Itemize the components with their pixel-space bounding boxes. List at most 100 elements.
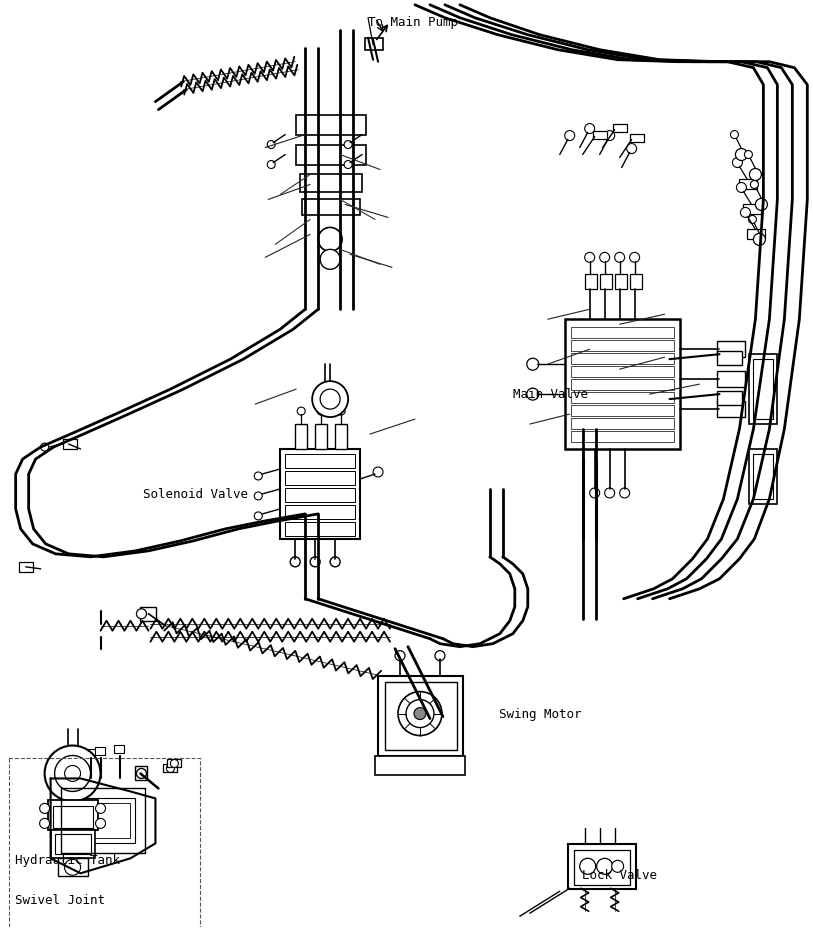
Bar: [48, 801, 98, 831]
Bar: [717, 402, 746, 418]
Circle shape: [267, 161, 276, 169]
Circle shape: [754, 234, 765, 246]
Circle shape: [755, 200, 767, 212]
Bar: [717, 342, 746, 358]
Circle shape: [167, 765, 175, 773]
Bar: [750, 354, 777, 425]
Bar: [285, 471, 355, 485]
Bar: [295, 425, 307, 449]
Circle shape: [733, 159, 742, 168]
Bar: [136, 767, 147, 780]
Bar: [613, 124, 627, 133]
Circle shape: [605, 132, 615, 141]
Bar: [750, 449, 777, 505]
Circle shape: [96, 804, 106, 814]
Circle shape: [317, 407, 325, 416]
Circle shape: [600, 253, 610, 263]
Bar: [571, 432, 673, 443]
Text: To Main Pump: To Main Pump: [368, 16, 458, 29]
Text: Swivel Joint: Swivel Joint: [15, 894, 105, 907]
Bar: [571, 380, 673, 391]
Circle shape: [398, 692, 442, 736]
Circle shape: [254, 493, 263, 500]
Bar: [571, 328, 673, 339]
Circle shape: [41, 444, 49, 452]
Bar: [94, 747, 105, 754]
Bar: [71, 799, 136, 844]
Bar: [571, 393, 673, 404]
Circle shape: [629, 253, 640, 263]
Circle shape: [565, 132, 575, 141]
Bar: [335, 425, 347, 449]
Circle shape: [741, 208, 750, 218]
Circle shape: [344, 141, 352, 149]
Bar: [754, 360, 773, 419]
Circle shape: [597, 858, 613, 874]
Circle shape: [320, 390, 340, 409]
Circle shape: [527, 359, 539, 371]
Circle shape: [137, 609, 146, 619]
Circle shape: [737, 184, 746, 193]
Circle shape: [311, 557, 320, 567]
Circle shape: [171, 760, 178, 767]
Bar: [302, 200, 360, 216]
Text: Main Valve: Main Valve: [513, 388, 588, 401]
Circle shape: [589, 488, 600, 498]
Bar: [593, 132, 606, 139]
Bar: [629, 275, 641, 290]
Circle shape: [45, 746, 101, 802]
Circle shape: [615, 253, 624, 263]
Bar: [600, 275, 611, 290]
Circle shape: [330, 557, 340, 567]
Circle shape: [64, 766, 80, 781]
Circle shape: [373, 468, 383, 478]
Bar: [54, 834, 90, 855]
Circle shape: [527, 389, 539, 401]
Bar: [280, 449, 360, 539]
Circle shape: [750, 181, 759, 189]
Circle shape: [96, 818, 106, 829]
Circle shape: [749, 216, 756, 225]
Bar: [571, 406, 673, 417]
Circle shape: [290, 557, 300, 567]
Bar: [565, 320, 680, 449]
Bar: [115, 744, 124, 753]
Bar: [571, 367, 673, 378]
Text: Solenoid Valve: Solenoid Valve: [143, 487, 249, 500]
Bar: [167, 760, 181, 767]
Circle shape: [254, 472, 263, 481]
Circle shape: [435, 651, 445, 661]
Text: Lock Valve: Lock Valve: [581, 869, 657, 882]
Circle shape: [40, 818, 50, 829]
Bar: [754, 455, 773, 499]
Bar: [629, 135, 644, 142]
Bar: [717, 392, 742, 406]
Bar: [385, 682, 457, 750]
Circle shape: [137, 768, 146, 779]
Bar: [571, 419, 673, 430]
Bar: [63, 440, 76, 449]
Bar: [574, 850, 629, 885]
Circle shape: [40, 804, 50, 814]
Circle shape: [395, 651, 405, 661]
Bar: [585, 275, 597, 290]
Bar: [315, 425, 327, 449]
Circle shape: [730, 132, 738, 139]
Circle shape: [627, 145, 637, 154]
Circle shape: [312, 381, 348, 418]
Bar: [19, 562, 33, 573]
Bar: [300, 175, 362, 193]
Bar: [365, 39, 383, 51]
Circle shape: [745, 151, 752, 160]
Bar: [375, 755, 465, 776]
Bar: [571, 341, 673, 352]
Circle shape: [337, 407, 345, 416]
Circle shape: [580, 858, 596, 874]
Circle shape: [298, 407, 305, 416]
Bar: [285, 522, 355, 536]
Circle shape: [736, 149, 747, 161]
Bar: [285, 506, 355, 520]
Circle shape: [254, 512, 263, 521]
Bar: [58, 858, 88, 876]
Text: Swing Motor: Swing Motor: [499, 707, 581, 720]
